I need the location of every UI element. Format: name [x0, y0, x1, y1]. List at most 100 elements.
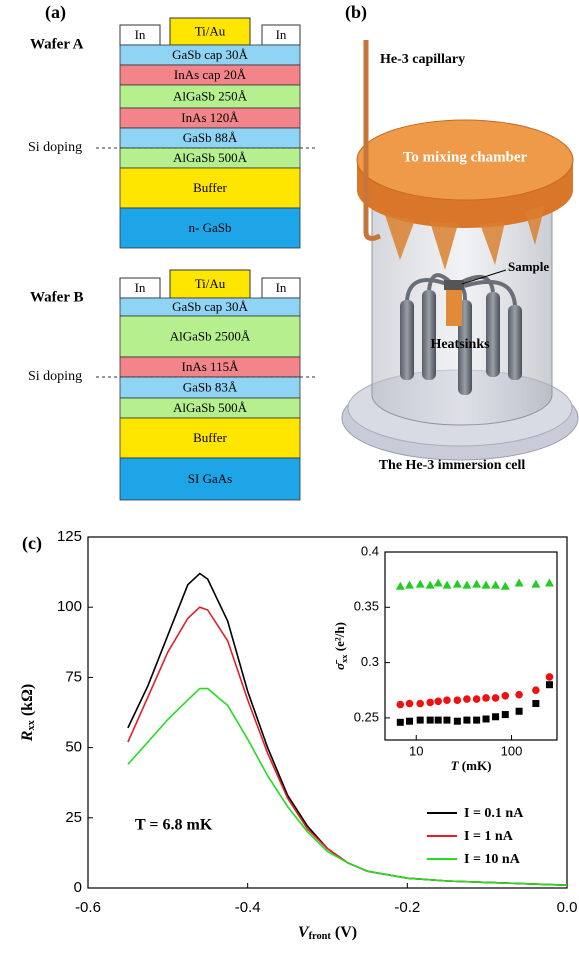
point — [416, 716, 424, 724]
heatsink — [508, 305, 522, 380]
y-axis-label: σ̄xx (e²/h) — [332, 622, 349, 670]
sample-pointer — [461, 269, 507, 285]
layer-label: AlGaSb 500Å — [173, 150, 248, 165]
layer-label: InAs cap 20Å — [174, 67, 247, 82]
point — [532, 700, 540, 708]
x-tick-label: 100 — [501, 743, 523, 758]
heatsink — [486, 292, 500, 377]
contact-label: Ti/Au — [195, 23, 226, 38]
contact-label: In — [276, 27, 287, 42]
x-label-sub: front — [309, 931, 332, 942]
point — [463, 695, 471, 703]
point — [426, 698, 434, 707]
point — [501, 691, 510, 700]
plot-frame — [384, 551, 558, 741]
x-tick-label: 0.0 — [557, 899, 578, 916]
lid-label: To mixing chamber — [403, 149, 528, 165]
point — [462, 580, 472, 589]
contact-label: Ti/Au — [195, 276, 226, 291]
point — [544, 578, 554, 587]
x-tick-label: -0.4 — [235, 899, 261, 916]
x-tick-label: 10 — [409, 743, 423, 758]
point — [482, 715, 490, 723]
point — [463, 716, 471, 724]
point — [514, 578, 524, 587]
point — [434, 716, 442, 724]
plot-frame — [87, 536, 568, 889]
contact-label: In — [276, 280, 287, 295]
wafer-name: Wafer A — [30, 36, 84, 52]
y-tick-label: 0 — [74, 879, 82, 896]
layer — [119, 207, 301, 249]
panel-c: (c) 0 25 50 75 100 125 -0.6 -0.4 -0.2 0.0 Vfront (… — [19, 528, 578, 942]
point — [405, 580, 415, 589]
panel-label: (c) — [22, 533, 42, 554]
y-label-main: R — [19, 730, 36, 742]
legend-label: I = 0.1 nA — [464, 806, 524, 821]
point — [472, 579, 482, 588]
x-tick-label: -0.6 — [75, 899, 101, 916]
point — [442, 580, 452, 589]
sample-label: Sample — [508, 259, 549, 274]
y-label-sub: xx — [26, 719, 37, 730]
y-tick-label: 50 — [65, 739, 82, 756]
series-line — [127, 687, 568, 886]
lid-fins — [385, 205, 545, 270]
point — [500, 581, 510, 590]
y-tick-label: 0.35 — [354, 599, 379, 614]
panel-a: (a) Wafer A In Ti/Au In GaSb cap 30Å InAs cap… — [28, 2, 318, 501]
sample-holder — [446, 286, 462, 326]
layer-label: GaSb 83Å — [183, 379, 238, 394]
point — [532, 686, 540, 695]
point — [501, 711, 509, 719]
annotation: T = 6.8 mK — [135, 817, 213, 834]
point — [426, 716, 434, 724]
point — [396, 700, 405, 709]
y-axis-label: Rxx (kΩ) — [19, 684, 38, 742]
layer — [119, 315, 301, 358]
contact — [169, 17, 251, 46]
x-label-main: V — [298, 924, 310, 941]
x-label-main: T — [451, 758, 460, 773]
point — [545, 681, 553, 689]
point — [481, 580, 491, 589]
point — [434, 697, 443, 706]
contact-label: In — [135, 280, 146, 295]
point — [425, 580, 435, 589]
y-tick-label: 25 — [65, 809, 82, 826]
y-tick-label: 0.3 — [361, 654, 379, 669]
layer-label: AlGaSb 250Å — [173, 88, 248, 103]
layer-label: SI GaAs — [188, 471, 232, 486]
layer-label: InAs 120Å — [181, 110, 239, 125]
layer-label: Buffer — [193, 430, 227, 445]
layer-label: GaSb cap 30Å — [172, 47, 248, 62]
contact-label: In — [135, 27, 146, 42]
layer — [119, 457, 301, 501]
y-label-main: σ̄ — [332, 659, 347, 670]
x-label-unit: (V) — [331, 924, 357, 941]
point — [405, 699, 414, 708]
point — [443, 716, 451, 724]
y-tick-label: 100 — [57, 598, 82, 615]
layer — [119, 167, 301, 209]
point — [453, 717, 461, 725]
point — [491, 580, 501, 589]
layer-label: GaSb cap 30Å — [172, 299, 248, 314]
x-tick-label: -0.2 — [394, 899, 420, 916]
sample — [444, 280, 464, 290]
point — [415, 579, 425, 588]
layer-label: n- GaSb — [189, 220, 232, 235]
panel-label: (b) — [345, 2, 367, 23]
layer-label: AlGaSb 2500Å — [170, 328, 251, 343]
point — [531, 579, 541, 588]
point — [545, 673, 554, 681]
capillary-label: He-3 capillary — [380, 52, 465, 67]
point — [396, 718, 404, 726]
point — [453, 696, 462, 704]
heatsinks-label: Heatsinks — [430, 337, 490, 352]
layer-label: AlGaSb 500Å — [173, 400, 248, 415]
point — [443, 696, 451, 704]
y-tick-label: 0.25 — [354, 709, 379, 724]
